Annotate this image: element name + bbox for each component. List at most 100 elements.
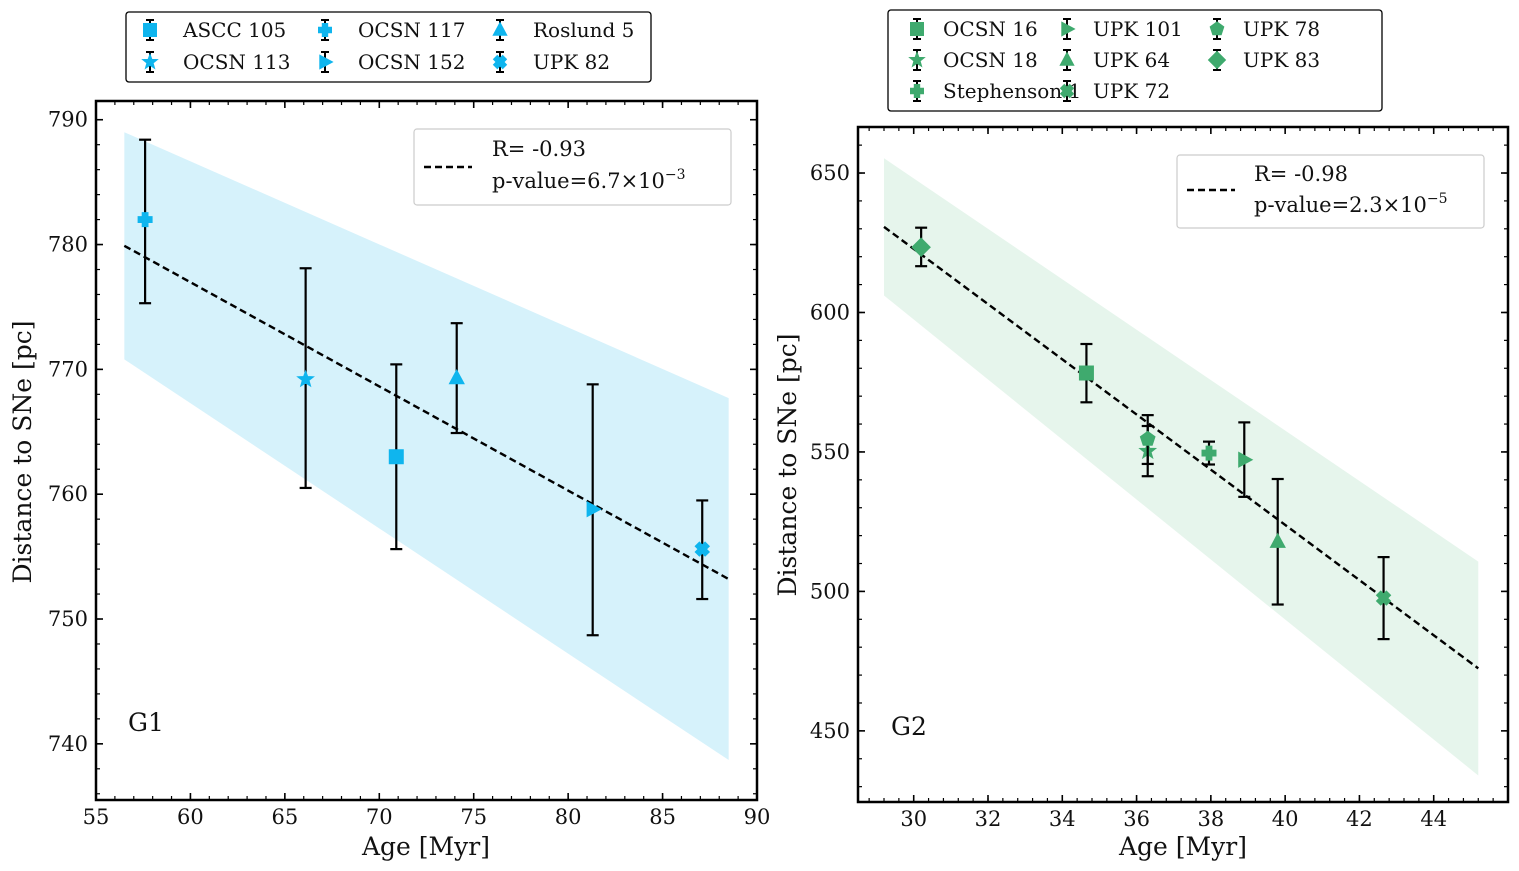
series-legend-box [887, 9, 1383, 112]
data-point-upk-83 [911, 226, 931, 268]
legend-label: UPK 78 [1243, 17, 1320, 41]
y-tick-label: 760 [48, 482, 88, 506]
fit-legend: R= -0.93 p-value=6.7×10−3 [413, 128, 732, 206]
marker [1238, 451, 1254, 468]
fit-line [123, 244, 730, 581]
fit-legend-pvalue-exp: −3 [665, 167, 686, 183]
legend-label: OCSN 113 [183, 50, 290, 74]
legend-entry-ascc-105: ASCC 105 [143, 18, 286, 42]
y-tick-label: 500 [810, 579, 850, 603]
legend-marker [910, 84, 924, 98]
legend-label: UPK 82 [533, 50, 610, 74]
marker [448, 369, 465, 385]
fit-legend-pvalue: p-value=2.3×10−5 [1254, 191, 1448, 217]
x-axis-label: Age [Myr] [1118, 832, 1247, 861]
x-tick-label: 60 [177, 805, 204, 829]
marker [388, 449, 404, 465]
plot-frame [94, 99, 759, 802]
series-legend-box [125, 11, 652, 83]
plot-frame [856, 125, 1510, 804]
panel-label: G1 [128, 708, 164, 737]
legend-label: OCSN 18 [943, 48, 1038, 72]
fit-legend-pvalue-exp: −5 [1427, 191, 1448, 207]
x-tick-label: 90 [744, 805, 771, 829]
data-point-upk-64 [1269, 477, 1286, 606]
y-axis-label: Distance to SNe [pc] [773, 334, 802, 597]
legend-label: UPK 83 [1243, 48, 1320, 72]
marker [1375, 590, 1392, 606]
data-point-upk-82 [694, 499, 711, 601]
legend-marker [1209, 21, 1225, 36]
y-tick-label: 550 [810, 440, 850, 464]
data-point-ocsn-113 [296, 267, 315, 490]
legend-entry-upk-83: UPK 83 [1207, 48, 1320, 72]
data-point-ocsn-152 [586, 383, 602, 637]
axis-ticks: 55 60 65 70 75 80 85 90 740 750 760 770 780 790 [48, 101, 770, 829]
x-tick-label: 65 [271, 805, 298, 829]
legend-entry-ocsn-117: OCSN 117 [318, 18, 465, 42]
x-tick-label: 70 [366, 805, 393, 829]
data-point-ocsn-16 [1078, 342, 1094, 404]
legend-label: UPK 64 [1093, 48, 1170, 72]
legend-marker [1059, 83, 1075, 99]
confidence-band-area [884, 158, 1479, 776]
y-tick-label: 750 [48, 607, 88, 631]
legend-entry-roslund-5: Roslund 5 [492, 18, 634, 42]
legend-marker [1059, 51, 1075, 66]
y-axis-label: Distance to SNe [pc] [8, 321, 37, 584]
legend-label: UPK 101 [1093, 17, 1183, 41]
marker [911, 237, 931, 258]
x-tick-label: 34 [1049, 807, 1076, 831]
regression-line [123, 244, 730, 581]
y-tick-label: 650 [810, 161, 850, 185]
legend-entry-ocsn-113: OCSN 113 [141, 50, 290, 74]
marker [1078, 365, 1094, 381]
data-point-ascc-105 [388, 363, 404, 551]
legend-label: ASCC 105 [182, 18, 286, 42]
x-tick-label: 38 [1197, 807, 1224, 831]
y-tick-label: 790 [48, 108, 88, 132]
x-tick-label: 42 [1346, 807, 1373, 831]
legend-entry-ocsn-16: OCSN 16 [910, 17, 1038, 41]
panel-label: G2 [891, 712, 927, 741]
x-tick-label: 75 [460, 805, 487, 829]
data-points [137, 138, 711, 637]
x-tick-label: 30 [900, 807, 927, 831]
fit-legend: R= -0.98 p-value=2.3×10−5 [1176, 154, 1485, 229]
fit-legend-box [413, 128, 732, 206]
legend-entry-upk-82: UPK 82 [492, 50, 610, 74]
data-point-upk-78 [1139, 414, 1156, 466]
fit-legend-box [1176, 154, 1485, 229]
legend-marker [1061, 21, 1076, 37]
x-tick-label: 55 [83, 805, 110, 829]
legend-marker [318, 23, 332, 37]
legend-entry-upk-72: UPK 72 [1059, 79, 1170, 103]
axis-ticks: 30 32 34 36 38 40 42 44 450 500 550 600 650 [810, 127, 1509, 831]
data-point-upk-101 [1238, 421, 1254, 498]
marker [1269, 532, 1286, 548]
fit-legend-r: R= -0.93 [492, 137, 586, 161]
y-tick-label: 770 [48, 357, 88, 381]
legend-label: OCSN 16 [943, 17, 1038, 41]
x-tick-label: 32 [975, 807, 1002, 831]
legend-marker [319, 54, 334, 70]
legend-entry-upk-78: UPK 78 [1209, 17, 1320, 41]
legend-marker [141, 52, 159, 70]
fit-legend-r: R= -0.98 [1254, 162, 1348, 186]
marker [137, 212, 153, 228]
x-tick-label: 85 [649, 805, 676, 829]
legend-marker [1207, 50, 1227, 70]
confidence-band [124, 132, 729, 761]
x-tick-label: 44 [1420, 807, 1447, 831]
legend-marker [908, 50, 926, 68]
legend-label: OCSN 152 [358, 50, 465, 74]
legend-marker [910, 22, 924, 36]
y-tick-label: 780 [48, 233, 88, 257]
data-points [911, 226, 1392, 641]
legend-label: Roslund 5 [533, 18, 634, 42]
marker [1139, 430, 1156, 446]
legend-label: Stephenson 1 [943, 79, 1081, 103]
y-tick-label: 450 [810, 719, 850, 743]
series-legend: ASCC 105 OCSN 113 OCSN 117 OCSN 152 Roslund … [125, 11, 652, 83]
